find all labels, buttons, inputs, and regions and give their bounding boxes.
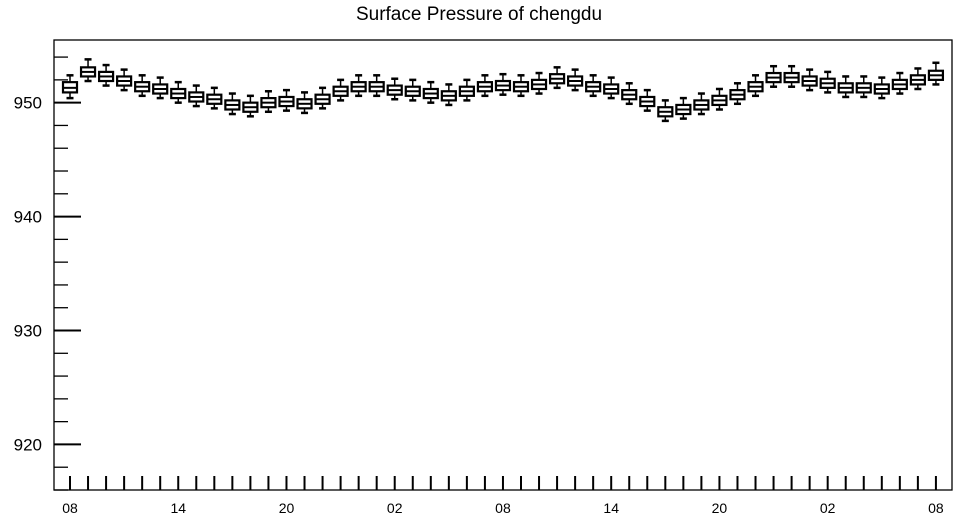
- box: [891, 71, 908, 95]
- box: [440, 83, 457, 107]
- box: [693, 92, 710, 116]
- box: [639, 88, 656, 112]
- box: [368, 74, 385, 98]
- box: [801, 68, 818, 92]
- y-tick-label: 930: [14, 322, 42, 341]
- x-tick-label: 08: [62, 500, 78, 516]
- x-axis: 08 14 20 02 08 14 20 02 08: [62, 476, 944, 516]
- box: [134, 74, 151, 98]
- box: [765, 64, 782, 88]
- box: [206, 86, 223, 110]
- y-tick-label: 940: [14, 208, 42, 227]
- box: [621, 82, 638, 106]
- box: [711, 87, 728, 111]
- box: [927, 61, 945, 86]
- box-series: [61, 58, 945, 123]
- x-tick-label: 14: [170, 500, 186, 516]
- box: [603, 76, 620, 100]
- x-tick-label: 20: [712, 500, 728, 516]
- x-tick-label: 20: [279, 500, 295, 516]
- box: [116, 68, 133, 92]
- box: [837, 75, 854, 99]
- box: [97, 63, 115, 87]
- y-axis: 920 930 940 950: [14, 56, 81, 491]
- box: [188, 84, 205, 108]
- box: [585, 74, 602, 98]
- box: [422, 80, 439, 104]
- box: [332, 78, 349, 102]
- box: [61, 74, 79, 100]
- box: [530, 71, 548, 95]
- box: [242, 94, 259, 118]
- box: [152, 76, 169, 100]
- box: [296, 91, 313, 115]
- y-tick-label: 920: [14, 435, 42, 454]
- box: [386, 77, 403, 101]
- box: [260, 90, 277, 114]
- box: [783, 64, 800, 88]
- box: [404, 78, 421, 102]
- box: [494, 72, 512, 96]
- box: [79, 58, 97, 83]
- box: [747, 74, 764, 98]
- x-tick-label: 08: [928, 500, 944, 516]
- box: [476, 74, 494, 98]
- x-tick-label: 02: [820, 500, 836, 516]
- box: [350, 74, 367, 98]
- box: [512, 74, 530, 98]
- box: [909, 67, 926, 91]
- x-tick-label: 02: [387, 500, 403, 516]
- box: [567, 68, 584, 92]
- chart-title: Surface Pressure of chengdu: [355, 4, 603, 25]
- box: [675, 96, 692, 120]
- box: [458, 78, 475, 102]
- x-tick-label: 08: [495, 500, 511, 516]
- box: [657, 99, 674, 123]
- box: [278, 88, 295, 112]
- box: [729, 82, 746, 106]
- x-tick-label: 14: [603, 500, 619, 516]
- box: [314, 86, 331, 110]
- y-tick-label: 950: [14, 94, 42, 113]
- box: [548, 66, 566, 90]
- plot-frame: [53, 39, 953, 491]
- box: [224, 92, 241, 116]
- box: [873, 76, 890, 100]
- box: [855, 75, 872, 99]
- box: [819, 70, 836, 94]
- box: [170, 80, 187, 104]
